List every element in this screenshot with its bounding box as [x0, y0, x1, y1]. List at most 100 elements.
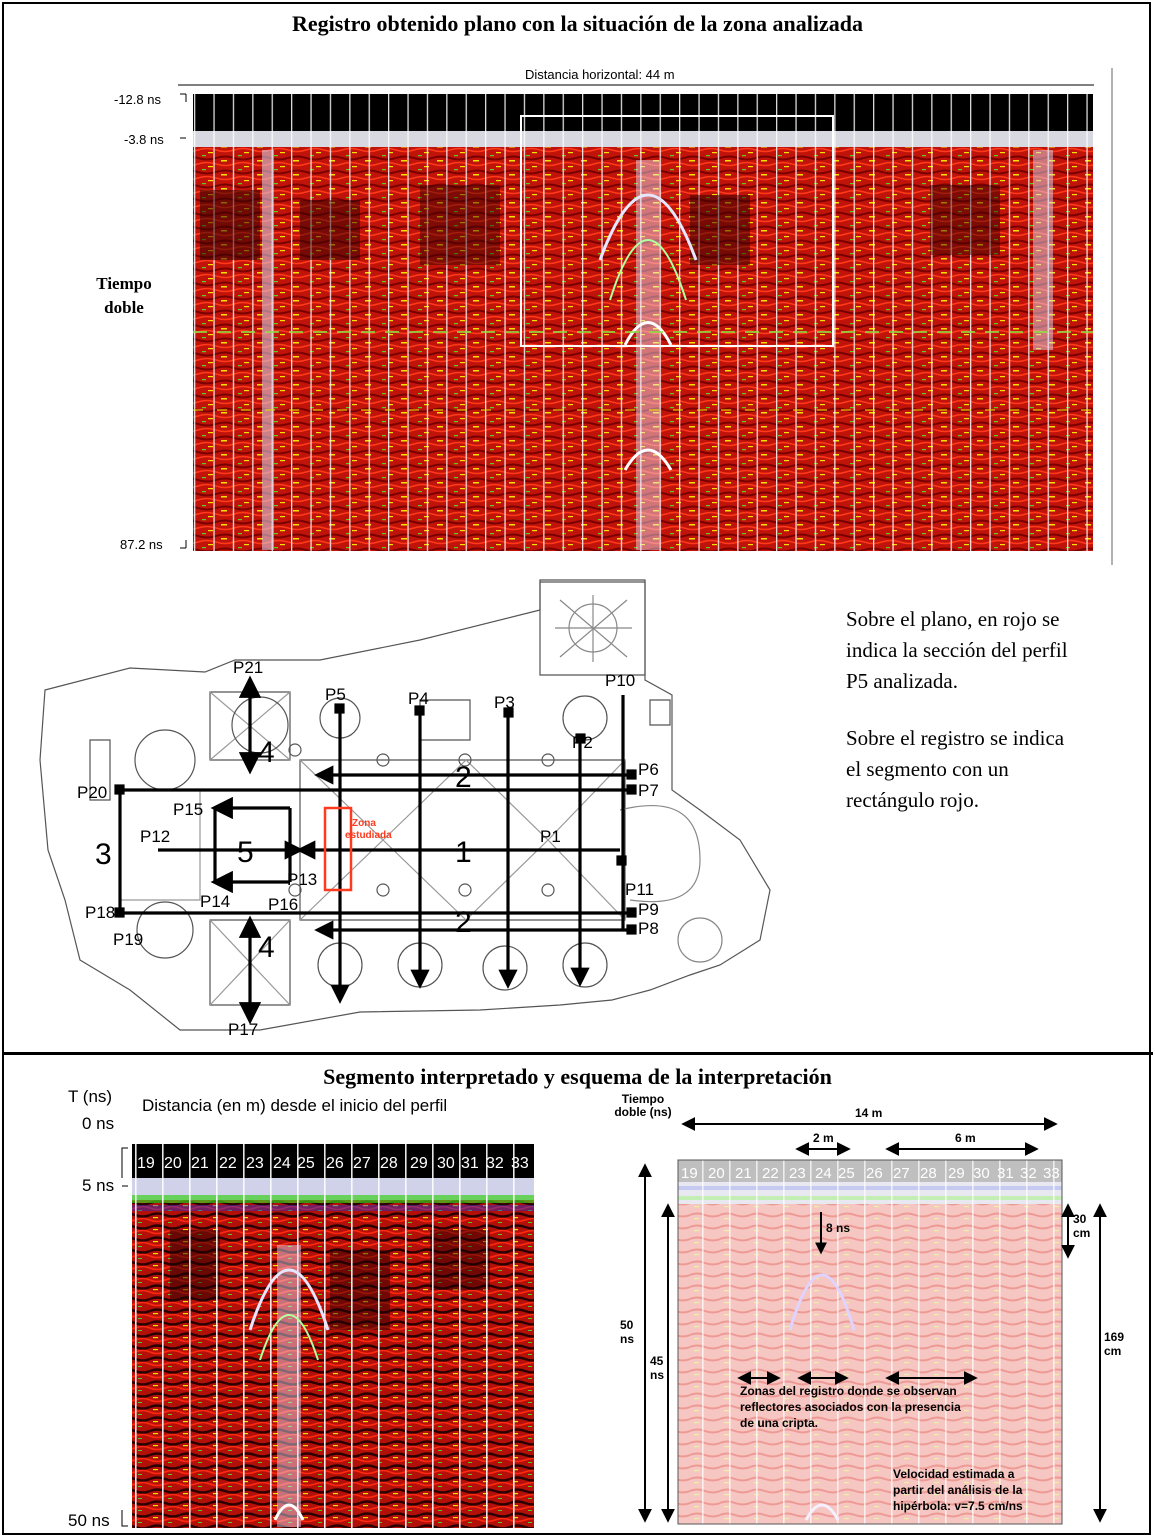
- plan-numbers: 4 2 3 5 1 2 4: [95, 736, 472, 964]
- svg-text:P12: P12: [140, 827, 170, 846]
- t45-unit: ns: [650, 1368, 665, 1382]
- svg-text:P8: P8: [638, 919, 659, 938]
- span-14m: 14 m: [855, 1106, 883, 1120]
- t45-value: 45: [650, 1354, 664, 1368]
- svg-text:29: 29: [410, 1155, 428, 1172]
- svg-text:21: 21: [191, 1155, 209, 1172]
- svg-text:33: 33: [511, 1155, 529, 1172]
- crypt-note-2: reflectores asociados con la presencia: [740, 1400, 961, 1414]
- velocity-note-1: Velocidad estimada a: [893, 1467, 1015, 1481]
- section-divider: [2, 1052, 1153, 1055]
- floor-plan: [39, 579, 771, 1031]
- velocity-note-2: partir del análisis de la: [893, 1483, 1023, 1497]
- svg-text:3: 3: [95, 838, 112, 871]
- svg-text:P6: P6: [638, 760, 659, 779]
- svg-text:P16: P16: [268, 895, 298, 914]
- tick-5ns: 5 ns: [82, 1176, 115, 1195]
- svg-text:28: 28: [920, 1165, 937, 1182]
- radargram-tick-top: -12.8 ns: [114, 92, 161, 107]
- svg-text:20: 20: [708, 1165, 725, 1182]
- plan-description: Sobre el plano, en rojo se indica la sec…: [846, 604, 1076, 842]
- svg-text:19: 19: [137, 1155, 155, 1172]
- svg-text:P2: P2: [572, 733, 593, 752]
- segment-top-label: Distancia (en m) desde el inicio del per…: [142, 1096, 448, 1115]
- tick-0ns: 0 ns: [82, 1114, 115, 1133]
- d30-label: 30 cm: [1073, 1212, 1090, 1240]
- d30-unit: cm: [1073, 1226, 1091, 1240]
- t-ns-label: T (ns): [68, 1087, 113, 1106]
- scheme-distance-labels: 19 20 21 22 23 24 25 26 27 28 29 30 31 3…: [681, 1165, 1060, 1182]
- scheme-y-title: Tiempo doble (ns): [612, 1093, 674, 1119]
- t50-unit: ns: [620, 1332, 635, 1346]
- top-radargram: [178, 68, 1113, 565]
- t50-value: 50: [620, 1318, 634, 1332]
- svg-text:26: 26: [866, 1165, 883, 1182]
- span-2m: 2 m: [813, 1131, 834, 1145]
- svg-text:22: 22: [219, 1155, 237, 1172]
- svg-text:25: 25: [297, 1155, 315, 1172]
- profile-arrows: [114, 675, 637, 1025]
- d169-label: 169 cm: [1104, 1330, 1124, 1358]
- crypt-note-1: Zonas del registro donde se observan: [740, 1384, 957, 1398]
- svg-text:P20: P20: [77, 783, 107, 802]
- svg-text:5: 5: [237, 836, 254, 869]
- svg-text:P14: P14: [200, 892, 230, 911]
- svg-text:32: 32: [486, 1155, 504, 1172]
- t50-label: 50 ns: [620, 1318, 634, 1346]
- plan-description-p2: Sobre el registro se indica el segmento …: [846, 726, 1065, 812]
- svg-text:2: 2: [455, 906, 472, 939]
- studied-zone-box: [323, 806, 353, 892]
- svg-text:30: 30: [973, 1165, 990, 1182]
- svg-text:P19: P19: [113, 930, 143, 949]
- svg-text:1: 1: [455, 836, 472, 869]
- svg-text:22: 22: [762, 1165, 779, 1182]
- span-6m: 6 m: [955, 1131, 976, 1145]
- svg-text:P4: P4: [408, 689, 429, 708]
- radargram-top-label: Distancia horizontal: 44 m: [525, 67, 675, 82]
- svg-text:29: 29: [948, 1165, 965, 1182]
- svg-text:P11: P11: [625, 880, 654, 899]
- svg-text:32: 32: [1020, 1165, 1037, 1182]
- svg-text:23: 23: [789, 1165, 806, 1182]
- svg-text:P13: P13: [287, 870, 317, 889]
- d30-value: 30: [1073, 1212, 1087, 1226]
- interpretation-scheme: [677, 1159, 1063, 1525]
- svg-text:P3: P3: [494, 693, 515, 712]
- svg-text:P7: P7: [638, 781, 659, 800]
- y-label-line2: doble: [104, 298, 144, 317]
- crypt-note: Zonas del registro donde se observan ref…: [740, 1383, 961, 1431]
- svg-text:P17: P17: [228, 1020, 258, 1039]
- svg-text:26: 26: [326, 1155, 344, 1172]
- section2-title: Segmento interpretado y esquema de la in…: [323, 1064, 832, 1089]
- svg-text:4: 4: [258, 931, 275, 964]
- svg-text:21: 21: [735, 1165, 752, 1182]
- svg-text:P21: P21: [233, 658, 263, 677]
- scheme-y-title-1: Tiempo: [621, 1092, 665, 1106]
- crypt-note-3: de una cripta.: [740, 1416, 819, 1430]
- svg-text:28: 28: [380, 1155, 398, 1172]
- svg-text:25: 25: [838, 1165, 855, 1182]
- svg-text:23: 23: [246, 1155, 264, 1172]
- y-label-line1: Tiempo: [96, 274, 152, 293]
- radargram-tick-mid: -3.8 ns: [124, 132, 164, 147]
- svg-text:4: 4: [258, 736, 275, 769]
- svg-text:27: 27: [353, 1155, 371, 1172]
- plan-description-p1: Sobre el plano, en rojo se indica la sec…: [846, 607, 1068, 693]
- plan-labels: P21 P5 P4 P3 P10 P2 P6 P7 P20 P15 P12 P1…: [77, 658, 659, 1039]
- svg-text:19: 19: [681, 1165, 698, 1182]
- velocity-note-3: hipérbola: v=7.5 cm/ns: [893, 1499, 1023, 1513]
- tick-50ns: 50 ns: [68, 1511, 110, 1530]
- analyzed-segment-box: [520, 115, 834, 347]
- svg-text:33: 33: [1043, 1165, 1060, 1182]
- svg-text:P15: P15: [173, 800, 203, 819]
- d169-value: 169: [1104, 1330, 1125, 1344]
- depth-8ns: 8 ns: [826, 1221, 851, 1235]
- zone-label-line2: estudiada: [345, 830, 392, 841]
- svg-text:20: 20: [164, 1155, 182, 1172]
- svg-text:P18: P18: [85, 903, 115, 922]
- svg-text:31: 31: [997, 1165, 1014, 1182]
- svg-text:24: 24: [273, 1155, 291, 1172]
- svg-text:24: 24: [815, 1165, 832, 1182]
